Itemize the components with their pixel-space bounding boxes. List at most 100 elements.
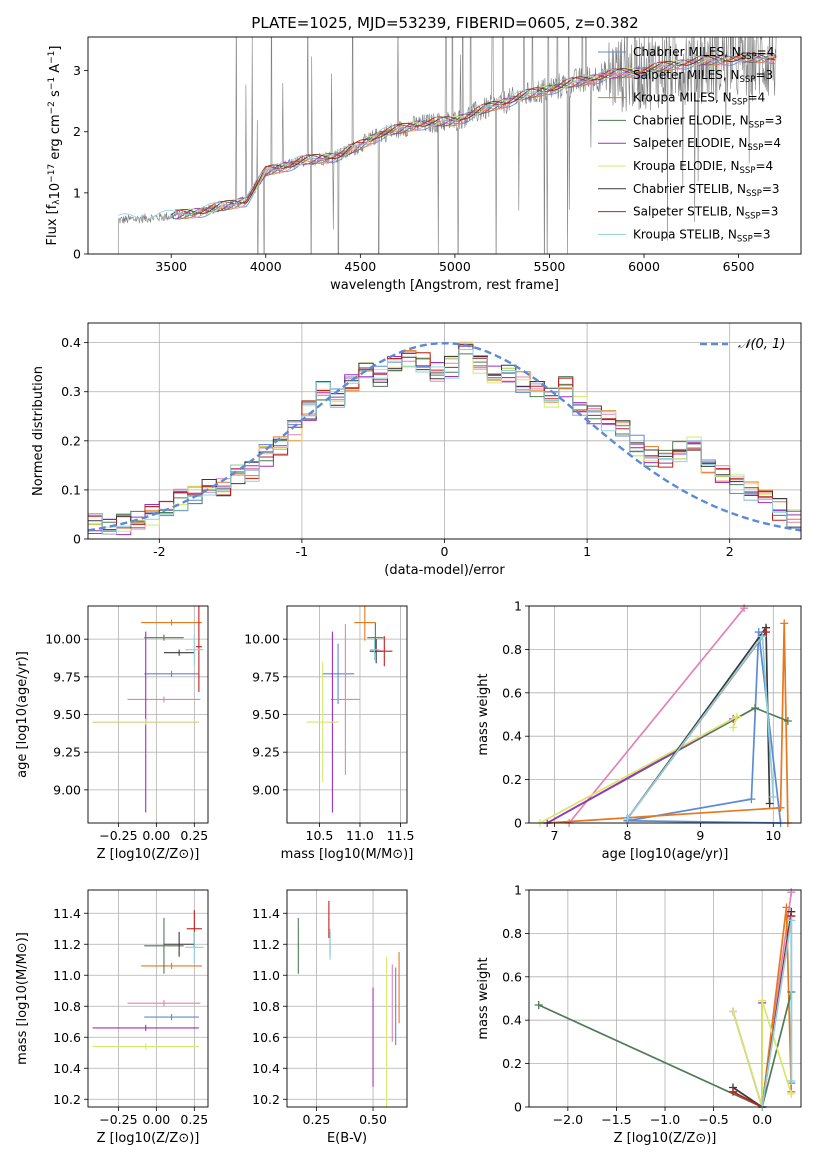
y-tick-label: 0.6 [502,685,522,700]
scatter-plot [92,606,204,813]
axes-frame [87,36,802,255]
axes-frame [286,889,408,1108]
x-axis-label: (data-model)/error [384,563,505,578]
x-tick-label: 3500 [155,259,187,274]
y-tick-label: 11.2 [53,937,81,952]
x-tick-label: -1 [296,544,308,559]
y-axis-label: Flux [fλ10−17 erg cm−2 s−1 A−1] [45,46,63,246]
sfh-marker [787,888,796,897]
panel-age-vs-Z: −0.25 0.00 0.25 9.00 9.25 9.50 9.75 10.00 Z [log… [15,605,209,862]
normal-curve [88,341,801,532]
panel-residuals: -2 -1 0 1 2 0 0.1 0.2 0.3 0.4 (data-model)/error No… [31,322,802,578]
y-tick-label: 10.2 [53,1092,81,1107]
axes-frame [87,322,802,540]
y-tick-label: 10.00 [244,632,280,647]
y-tick-label: 10.4 [252,1061,280,1076]
x-tick-label: 1 [583,544,591,559]
y-tick-label: 1 [73,185,81,200]
y-tick-label: 0.4 [61,335,81,350]
y-tick-label: 9.00 [53,782,81,797]
x-tick-label: 0.25 [303,1112,331,1127]
sfh-marker [782,903,791,912]
y-tick-label: 11.0 [252,968,280,983]
axes-frame [528,889,802,1108]
residual-plot [88,341,801,536]
y-tick-label: 11.2 [252,937,280,952]
x-tick-label: 4500 [344,259,376,274]
y-tick-label: 10.8 [53,999,81,1014]
y-tick-label: 9.75 [53,669,81,684]
spectrum-plot [117,37,777,254]
sfh-marker [761,628,770,637]
histogram-kroupa-stelib [88,349,801,535]
x-tick-label: 0.25 [180,828,208,843]
y-tick-label: 9.25 [252,745,280,760]
y-tick-label: 10.8 [252,999,280,1014]
x-axis-label: Z [log10(Z/Z⊙)] [97,1131,200,1146]
y-tick-label: 0.3 [61,384,81,399]
panel-mass-vs-ebv: 0.25 0.50 10.2 10.4 10.6 10.8 11.0 11.2 11.4 E(B-… [252,889,408,1146]
sfh-marker [783,717,792,726]
scatter-plot [92,910,204,1050]
x-tick-label: 10.5 [306,828,334,843]
x-tick-label: −0.25 [99,1112,137,1127]
y-axis-label: Normed distribution [31,366,46,496]
x-tick-label: 0.50 [359,1112,387,1127]
y-tick-label: 0.2 [61,433,81,448]
y-tick-label: 9.25 [53,745,81,760]
y-tick-label: 11.0 [53,968,81,983]
legend-entry: Chabrier MILES, NSSP=4 [633,45,774,62]
model-line-salpeter-miles [174,56,777,219]
axes-frame [286,605,408,824]
sfh-marker [787,1089,796,1098]
y-tick-label: 0.4 [502,729,522,744]
x-tick-label: 9 [696,828,704,843]
x-axis-label: Z [log10(Z/Z⊙)] [97,847,200,862]
model-line-kroupa-miles [178,55,776,219]
sfh-marker [765,799,774,808]
x-tick-label: 7 [551,828,559,843]
y-axis-label: mass weight [476,673,491,755]
sfh-marker [754,628,763,637]
legend-entry: Salpeter MILES, NSSP=3 [633,68,773,85]
legend-entry: Chabrier ELODIE, NSSP=3 [633,113,782,130]
x-axis-label: age [log10(age/yr)] [602,847,729,862]
scatter-plot [297,900,400,1107]
sfh-marker [740,604,749,613]
y-tick-label: 9.50 [252,707,280,722]
y-tick-label: 9.75 [252,669,280,684]
legend-entry: 𝒩(0, 1) [738,337,785,352]
x-axis-label: wavelength [Angstrom, rest frame] [330,278,559,293]
x-tick-label: −0.5 [698,1112,728,1127]
y-tick-label: 0.8 [502,926,522,941]
y-axis-label: mass weight [476,957,491,1039]
x-tick-label: 0.0 [752,1112,772,1127]
x-tick-label: −0.25 [99,828,137,843]
legend-entry: Salpeter ELODIE, NSSP=4 [633,136,781,153]
x-tick-label: 6500 [723,259,755,274]
x-tick-label: 0.25 [180,1112,208,1127]
y-tick-label: 10.4 [53,1061,81,1076]
x-tick-label: −1.5 [601,1112,631,1127]
y-tick-label: 1 [514,599,522,614]
x-tick-label: 2 [726,544,734,559]
x-tick-label: −2.0 [553,1112,583,1127]
figure-title: PLATE=1025, MJD=53239, FIBERID=0605, z=0… [251,14,638,32]
y-tick-label: 0 [514,816,522,831]
y-tick-label: 0 [73,247,81,262]
sfh-marker [729,1087,737,1096]
model-line-kroupa-stelib [118,52,777,220]
sfh-marker [758,632,767,641]
y-tick-label: 0.4 [502,1013,522,1028]
sfh-marker [787,916,796,925]
x-tick-label: 11.5 [387,828,415,843]
y-tick-label: 0.2 [502,1056,522,1071]
y-tick-label: 10.6 [53,1030,81,1045]
x-axis-label: E(B-V) [327,1131,367,1146]
sfh-marker [780,619,789,628]
sfh-marker [787,1076,796,1085]
x-tick-label: 11.0 [346,828,374,843]
x-tick-label: 5500 [534,259,566,274]
y-tick-label: 0.8 [502,642,522,657]
x-axis-label: mass [log10(M/M⊙)] [281,847,414,862]
